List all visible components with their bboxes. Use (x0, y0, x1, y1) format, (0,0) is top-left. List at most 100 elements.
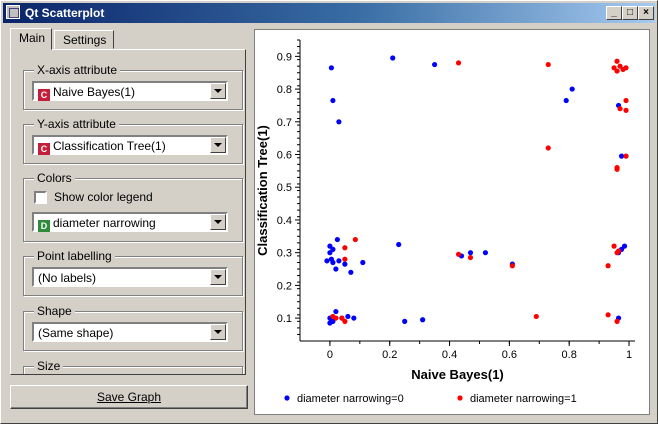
data-point-class0 (330, 97, 336, 104)
show-color-legend-label[interactable]: Show color legend (54, 190, 153, 204)
title-bar[interactable]: Qt Scatterplot _ □ × (3, 3, 655, 23)
x-tick-label: 0 (327, 349, 333, 361)
tab-settings[interactable]: Settings (54, 30, 114, 49)
data-point-class1 (545, 145, 551, 151)
data-point-class1 (614, 166, 620, 172)
y-tick-label: 0.4 (277, 215, 292, 227)
point-labelling-combo[interactable]: (No labels) (32, 267, 228, 287)
y-tick-label: 0.5 (277, 182, 292, 194)
legend-marker (284, 395, 290, 401)
data-point-class0 (420, 317, 426, 323)
save-graph-button[interactable]: Save Graph (10, 385, 248, 409)
y-axis-group: Y-axis attribute C Classification Tree(1) (23, 117, 243, 164)
x-axis-combo[interactable]: C Naive Bayes(1) (32, 81, 228, 101)
app-icon[interactable] (6, 5, 20, 19)
data-point-class1 (615, 248, 622, 254)
color-attribute-value: diameter narrowing (53, 216, 156, 230)
data-point-class1 (614, 68, 620, 74)
data-point-class0 (327, 320, 333, 326)
show-color-legend-checkbox[interactable] (34, 191, 47, 204)
legend-marker (457, 395, 463, 401)
data-point-class1 (605, 312, 611, 318)
point-labelling-value: (No labels) (38, 271, 97, 285)
data-point-class0 (345, 313, 351, 320)
x-tick-label: 0.8 (562, 349, 577, 361)
maximize-icon[interactable]: □ (622, 6, 638, 20)
data-point-class1 (455, 60, 462, 66)
data-point-class0 (351, 315, 357, 321)
data-point-class0 (482, 250, 489, 256)
continuous-badge-icon: C (38, 143, 50, 155)
data-point-class1 (614, 58, 620, 64)
data-point-class0 (390, 55, 396, 61)
data-point-class1 (623, 97, 629, 104)
data-point-class0 (336, 119, 342, 125)
data-point-class1 (617, 106, 623, 112)
point-labelling-group: Point labelling (No labels) (23, 249, 243, 296)
data-point-class1 (545, 61, 551, 68)
chevron-down-icon[interactable] (210, 269, 226, 285)
data-point-class1 (455, 251, 462, 257)
data-point-class1 (342, 256, 348, 262)
x-axis-value: Naive Bayes(1) (53, 85, 136, 99)
main-tab-panel: X-axis attribute C Naive Bayes(1) Y-axis … (10, 49, 246, 375)
data-point-class0 (328, 65, 335, 71)
chevron-down-icon[interactable] (210, 324, 226, 340)
scatterplot-area[interactable]: 0 0.2 0.4 0.6 0.8 1 0.1 0.2 0.3 0.4 0.5 0.6 0.7 0.8 0.… (254, 29, 650, 415)
data-point-class1 (623, 65, 629, 71)
data-point-class1 (333, 315, 339, 321)
shape-value: (Same shape) (38, 326, 114, 340)
chevron-down-icon[interactable] (210, 83, 226, 99)
data-point-class1 (614, 318, 620, 324)
legend-label: diameter narrowing=0 (297, 393, 404, 405)
data-point-class0 (563, 97, 569, 104)
tab-main[interactable]: Main (10, 28, 52, 50)
close-icon[interactable]: × (638, 6, 654, 20)
data-point-class0 (333, 266, 339, 272)
data-point-class0 (324, 258, 330, 264)
y-tick-label: 0.7 (277, 117, 292, 129)
data-point-class0 (342, 261, 348, 267)
legend-label: diameter narrowing=1 (470, 393, 577, 405)
data-point-class1 (623, 153, 629, 159)
y-tick-label: 0.6 (277, 150, 292, 162)
chevron-down-icon[interactable] (210, 137, 226, 153)
y-axis-combo[interactable]: C Classification Tree(1) (32, 135, 228, 155)
data-point-class0 (336, 258, 342, 264)
y-tick-label: 0.9 (277, 51, 292, 63)
data-point-class1 (467, 254, 474, 261)
colors-legend: Colors (34, 171, 75, 185)
x-tick-label: 0.6 (502, 349, 517, 361)
shape-combo[interactable]: (Same shape) (32, 322, 228, 342)
x-tick-label: 1 (626, 349, 632, 361)
chevron-down-icon[interactable] (210, 214, 226, 230)
x-axis-group: X-axis attribute C Naive Bayes(1) (23, 63, 243, 110)
continuous-badge-icon: C (38, 89, 50, 101)
x-axis-label: Naive Bayes(1) (411, 367, 504, 382)
data-point-class1 (605, 263, 611, 269)
data-point-class0 (431, 61, 438, 68)
discrete-badge-icon: D (38, 220, 50, 232)
data-point-class0 (569, 86, 575, 92)
y-tick-label: 0.1 (277, 313, 292, 325)
data-point-class0 (467, 250, 474, 256)
x-tick-label: 0.2 (382, 349, 397, 361)
data-point-class1 (352, 236, 358, 243)
point-labelling-legend: Point labelling (34, 249, 115, 263)
y-tick-label: 0.3 (277, 248, 292, 260)
save-graph-label: Save Graph (96, 390, 162, 404)
data-point-class1 (509, 263, 515, 269)
data-point-class1 (611, 243, 617, 249)
data-point-class0 (333, 308, 339, 315)
data-point-class0 (348, 269, 354, 275)
x-tick-label: 0.4 (442, 349, 457, 361)
window-title: Qt Scatterplot (25, 6, 105, 20)
scatterplot-svg[interactable]: 0 0.2 0.4 0.6 0.8 1 0.1 0.2 0.3 0.4 0.5 0.6 0.7 0.8 0.… (255, 30, 649, 414)
y-tick-label: 0.8 (277, 84, 292, 96)
data-point-class1 (342, 245, 348, 251)
x-axis-legend: X-axis attribute (34, 63, 121, 77)
y-tick-label: 0.2 (277, 280, 292, 292)
minimize-icon[interactable]: _ (606, 6, 622, 20)
